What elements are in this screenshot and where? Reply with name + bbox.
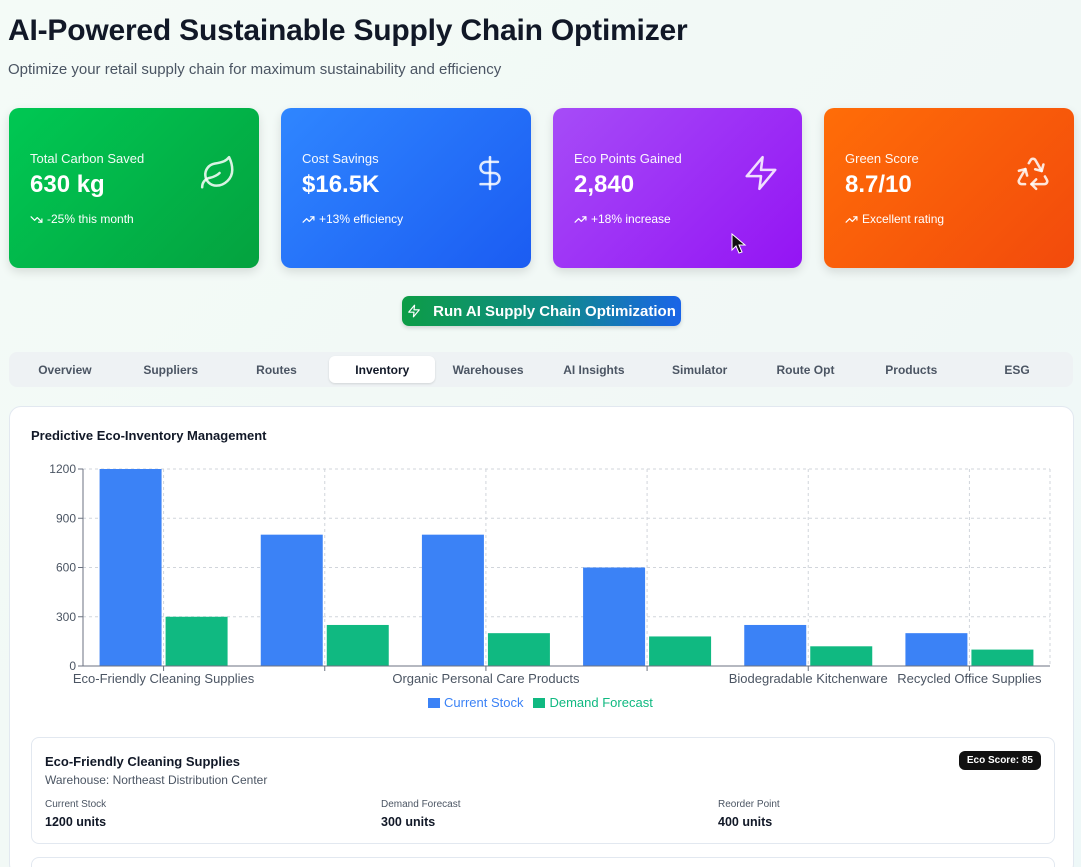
- product-name: Eco-Friendly Cleaning Supplies: [45, 754, 241, 769]
- stat-label: Demand Forecast: [381, 799, 461, 810]
- page-title: AI-Powered Sustainable Supply Chain Opti…: [8, 14, 688, 47]
- eco-score-badge: Eco Score: 85: [958, 751, 1041, 770]
- tab-suppliers[interactable]: Suppliers: [143, 362, 199, 377]
- stat-reorder-point: Reorder Point 400 units: [718, 799, 780, 829]
- page-subtitle: Optimize your retail supply chain for ma…: [8, 61, 502, 78]
- recycle-icon: [1014, 154, 1052, 192]
- stat-trend: +13% efficiency: [302, 212, 403, 226]
- bar-current-stock: [583, 567, 646, 666]
- stat-demand-forecast: Demand Forecast 300 units: [381, 799, 460, 829]
- legend-label: Current Stock: [444, 695, 524, 710]
- bar-current-stock: [905, 633, 968, 666]
- stat-trend: -25% this month: [30, 212, 134, 226]
- tab-routes[interactable]: Routes: [256, 362, 297, 377]
- bar-current-stock: [99, 469, 162, 666]
- bar-current-stock: [260, 534, 323, 666]
- product-warehouse: Warehouse: Northeast Distribution Center: [45, 773, 268, 787]
- panel-title: Predictive Eco-Inventory Management: [31, 428, 267, 443]
- bar-demand-forecast: [487, 633, 550, 666]
- stat-value: 8.7/10: [845, 171, 912, 198]
- tab-esg[interactable]: ESG: [1004, 362, 1030, 377]
- trending-up-icon: [574, 215, 587, 223]
- y-tick-label: 1200: [49, 462, 76, 476]
- tab-simulator[interactable]: Simulator: [672, 362, 728, 377]
- product-card[interactable]: Eco-Friendly Cleaning Supplies Warehouse…: [31, 737, 1055, 844]
- chart-legend: Current Stock Demand Forecast: [428, 695, 653, 710]
- stat-label: Eco Points Gained: [574, 151, 682, 166]
- stat-trend-text: +18% increase: [591, 212, 671, 226]
- tab-warehouses[interactable]: Warehouses: [452, 362, 524, 377]
- tab-ai-insights[interactable]: AI Insights: [563, 362, 625, 377]
- y-tick-label: 600: [56, 561, 76, 575]
- legend-item-demand-forecast[interactable]: Demand Forecast: [533, 695, 653, 710]
- bar-current-stock: [744, 624, 807, 666]
- bar-current-stock: [421, 534, 484, 666]
- stat-trend: +18% increase: [574, 212, 671, 226]
- stat-value: 630 kg: [30, 171, 105, 198]
- legend-label: Demand Forecast: [549, 695, 653, 710]
- mouse-cursor-icon: [731, 233, 747, 254]
- stat-value: 2,840: [574, 171, 635, 198]
- bar-demand-forecast: [165, 616, 228, 666]
- stat-current-stock: Current Stock 1200 units: [45, 799, 106, 829]
- stat-card-green-score: Green Score 8.7/10 Excellent rating: [824, 108, 1074, 268]
- stat-trend-text: +13% efficiency: [319, 212, 404, 226]
- y-tick-label: 900: [56, 511, 76, 525]
- trending-up-icon: [845, 215, 858, 223]
- bar-demand-forecast: [810, 646, 873, 666]
- legend-item-current-stock[interactable]: Current Stock: [428, 695, 523, 710]
- x-tick-label: Organic Personal Care Products: [392, 671, 580, 686]
- bar-demand-forecast: [971, 649, 1034, 666]
- stat-label: Current Stock: [45, 799, 107, 810]
- trending-up-icon: [302, 215, 315, 223]
- y-tick-label: 300: [56, 610, 76, 624]
- stat-label: Green Score: [845, 151, 919, 166]
- stat-card-cost: Cost Savings $16.5K +13% efficiency: [281, 108, 531, 268]
- stat-trend-text: -25% this month: [47, 212, 134, 226]
- stat-label: Reorder Point: [718, 799, 780, 810]
- x-tick-label: Biodegradable Kitchenware: [729, 671, 888, 686]
- x-tick-label: Eco-Friendly Cleaning Supplies: [73, 671, 255, 686]
- dollar-icon: [471, 154, 509, 192]
- product-card[interactable]: [31, 857, 1055, 867]
- legend-swatch: [533, 697, 546, 708]
- stat-value: 1200 units: [45, 815, 107, 829]
- stat-trend-text: Excellent rating: [862, 212, 945, 226]
- stat-label: Total Carbon Saved: [30, 151, 145, 166]
- stat-trend: Excellent rating: [845, 212, 944, 226]
- run-optimization-label: Run AI Supply Chain Optimization: [433, 302, 676, 320]
- x-tick-label: Recycled Office Supplies: [897, 671, 1042, 686]
- inventory-panel: Predictive Eco-Inventory Management 1200…: [9, 406, 1074, 867]
- stat-value: $16.5K: [302, 171, 380, 198]
- bar-demand-forecast: [649, 636, 712, 666]
- legend-swatch: [428, 697, 440, 708]
- stat-value: 300 units: [381, 815, 436, 829]
- trending-down-icon: [30, 215, 43, 223]
- tab-bar: Overview Suppliers Routes Inventory Ware…: [9, 352, 1073, 387]
- stat-value: 400 units: [718, 815, 773, 829]
- stat-label: Cost Savings: [302, 151, 379, 166]
- lightning-icon: [408, 304, 420, 318]
- bar-demand-forecast: [326, 624, 389, 666]
- tab-products[interactable]: Products: [885, 362, 938, 377]
- tab-inventory[interactable]: Inventory: [329, 356, 436, 383]
- tab-route-opt[interactable]: Route Opt: [776, 362, 835, 377]
- tab-overview[interactable]: Overview: [38, 362, 92, 377]
- leaf-icon: [199, 154, 237, 192]
- stat-card-eco-points: Eco Points Gained 2,840 +18% increase: [553, 108, 802, 268]
- stat-card-carbon: Total Carbon Saved 630 kg -25% this mont…: [9, 108, 259, 268]
- run-optimization-button[interactable]: Run AI Supply Chain Optimization: [402, 296, 681, 326]
- y-tick-label: 0: [69, 659, 76, 673]
- lightning-icon: [742, 154, 780, 192]
